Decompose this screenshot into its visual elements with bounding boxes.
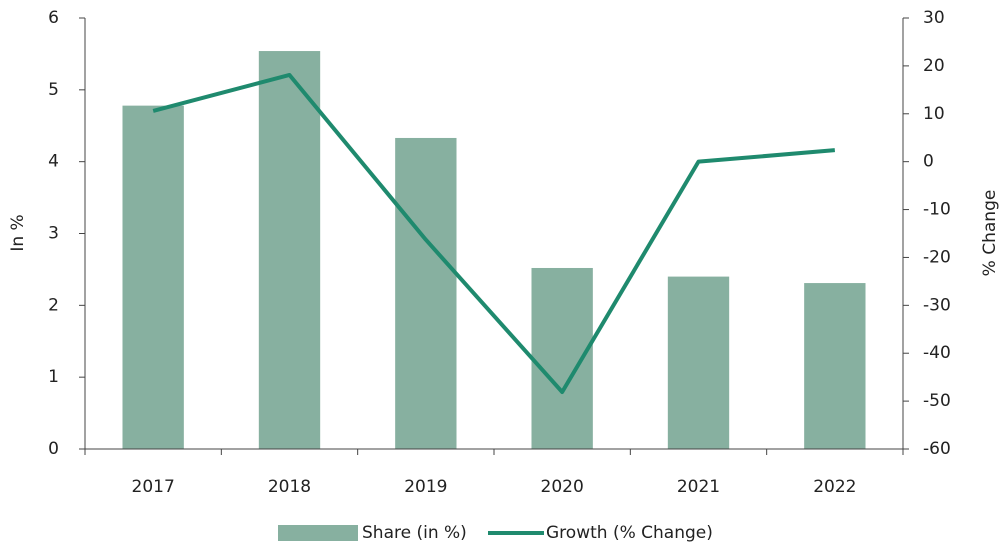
y-tick-label: 3 [48, 224, 59, 244]
y2-tick-label: -30 [923, 295, 951, 315]
y-tick-label: 1 [48, 367, 59, 387]
x-tick-label: 2017 [132, 477, 175, 497]
y-tick-label: 2 [48, 295, 59, 315]
y-tick-label: 4 [48, 152, 59, 172]
bar [122, 105, 184, 450]
bar [667, 276, 730, 449]
y2-tick-label: 0 [923, 152, 934, 172]
x-tick-label: 2019 [404, 477, 447, 497]
legend-label: Share (in %) [362, 523, 467, 543]
y-tick-label: 5 [48, 80, 59, 100]
legend-label: Growth (% Change) [546, 523, 713, 543]
x-tick-label: 2020 [541, 477, 584, 497]
y2-tick-label: -20 [923, 247, 951, 267]
bar [258, 51, 321, 449]
bar [395, 137, 457, 449]
x-tick-label: 2022 [813, 477, 856, 497]
y2-axis-label: % Change [980, 190, 1000, 277]
y-tick-label: 0 [48, 439, 59, 459]
y2-tick-label: 30 [923, 8, 945, 28]
y2-tick-label: -60 [923, 439, 951, 459]
legend-swatch [278, 525, 358, 541]
y2-tick-label: 20 [923, 56, 945, 76]
y2-tick-label: 10 [923, 104, 945, 124]
y2-tick-label: -40 [923, 343, 951, 363]
y-tick-label: 6 [48, 8, 59, 28]
x-tick-label: 2021 [677, 477, 720, 497]
line [152, 72, 836, 395]
y2-tick-label: -50 [923, 391, 951, 411]
y2-tick-label: -10 [923, 200, 951, 220]
bar [804, 283, 866, 449]
x-tick-label: 2018 [268, 477, 311, 497]
y-axis-label: In % [8, 214, 28, 251]
